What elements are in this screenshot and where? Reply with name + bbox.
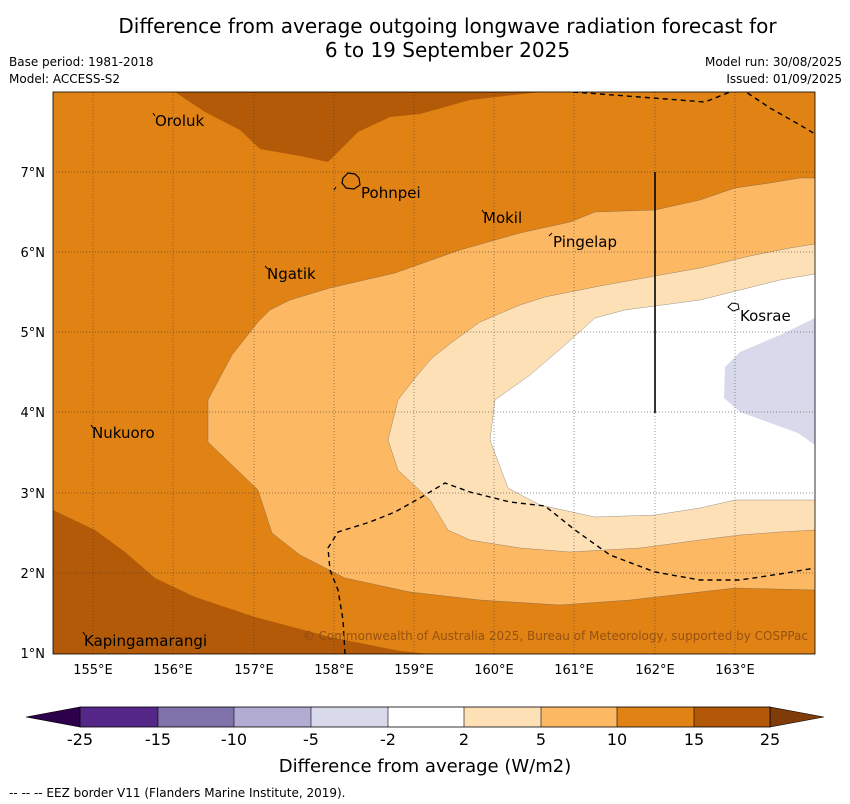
map-area: Oroluk Pohnpei Mokil Pingelap Ngatik Kos… bbox=[53, 92, 815, 654]
colorbar-swatch bbox=[158, 707, 234, 727]
colorbar-label: -15 bbox=[145, 730, 171, 749]
y-tick: 4°N bbox=[21, 406, 46, 421]
colorbar-swatch bbox=[694, 707, 770, 727]
footnote: -- -- -- EEZ border V11 (Flanders Marine… bbox=[9, 786, 346, 800]
colorbar: -25 -15 -10 -5 -2 2 5 10 15 25 Differenc… bbox=[25, 706, 825, 777]
issued-date: Issued: 01/09/2025 bbox=[726, 72, 842, 86]
copyright-text: © Commonwealth of Australia 2025, Bureau… bbox=[303, 629, 808, 643]
colorbar-label: 10 bbox=[607, 730, 627, 749]
x-tick: 160°E bbox=[474, 663, 514, 678]
y-axis: 7°N 6°N 5°N 4°N 3°N 2°N 1°N bbox=[21, 166, 46, 662]
map-frame bbox=[52, 91, 816, 655]
label-mokil: Mokil bbox=[483, 209, 522, 227]
colorbar-label: 15 bbox=[684, 730, 704, 749]
y-tick: 1°N bbox=[21, 647, 46, 662]
x-tick: 155°E bbox=[73, 663, 113, 678]
label-ngatik: Ngatik bbox=[267, 265, 316, 283]
colorbar-over-arrow bbox=[769, 706, 825, 728]
colorbar-label: -2 bbox=[380, 730, 396, 749]
label-kapingamarangi: Kapingamarangi bbox=[84, 632, 207, 650]
pohnpei-reef bbox=[333, 186, 337, 191]
label-oroluk: Oroluk bbox=[155, 112, 204, 130]
base-period: Base period: 1981-2018 bbox=[9, 55, 154, 69]
colorbar-swatch bbox=[311, 707, 388, 727]
colorbar-swatch bbox=[617, 707, 694, 727]
x-tick: 158°E bbox=[314, 663, 354, 678]
band-15-25-north bbox=[175, 92, 540, 162]
colorbar-swatch bbox=[464, 707, 541, 727]
y-tick: 6°N bbox=[21, 246, 46, 261]
title-line-1: Difference from average outgoing longwav… bbox=[118, 14, 777, 38]
x-tick: 161°E bbox=[554, 663, 594, 678]
colorbar-swatch bbox=[80, 707, 158, 727]
colorbar-under-arrow bbox=[25, 706, 81, 728]
x-tick: 156°E bbox=[153, 663, 193, 678]
colorbar-swatch bbox=[541, 707, 617, 727]
meta-right: Model run: 30/08/2025 Issued: 01/09/2025 bbox=[705, 54, 842, 88]
x-tick: 159°E bbox=[394, 663, 434, 678]
model-run: Model run: 30/08/2025 bbox=[704, 55, 842, 69]
label-nukuoro: Nukuoro bbox=[92, 424, 155, 442]
band-15-25-south bbox=[53, 510, 430, 654]
gridlines bbox=[53, 92, 815, 654]
y-tick: 2°N bbox=[21, 567, 46, 582]
label-kosrae: Kosrae bbox=[740, 307, 791, 325]
colorbar-label: 5 bbox=[536, 730, 546, 749]
title-line-2: 6 to 19 September 2025 bbox=[324, 38, 571, 62]
colorbar-label: 2 bbox=[459, 730, 469, 749]
colorbar-label: -25 bbox=[67, 730, 93, 749]
colorbar-swatch bbox=[388, 707, 464, 727]
model-name: Model: ACCESS-S2 bbox=[9, 72, 121, 86]
colorbar-swatch bbox=[234, 707, 311, 727]
pohnpei-island bbox=[341, 172, 361, 190]
y-tick: 3°N bbox=[21, 487, 46, 502]
colorbar-title: Difference from average (W/m2) bbox=[279, 756, 571, 777]
meta-left: Base period: 1981-2018 Model: ACCESS-S2 bbox=[9, 54, 154, 88]
colorbar-label: -5 bbox=[303, 730, 319, 749]
band-neutral bbox=[490, 274, 815, 517]
x-axis: 155°E 156°E 157°E 158°E 159°E 160°E 161°… bbox=[73, 663, 755, 678]
atoll-markers bbox=[82, 112, 553, 636]
colorbar-frame bbox=[79, 706, 771, 728]
x-tick: 162°E bbox=[635, 663, 675, 678]
x-tick: 163°E bbox=[715, 663, 755, 678]
band-negative bbox=[724, 318, 815, 445]
y-tick: 5°N bbox=[21, 326, 46, 341]
x-tick: 157°E bbox=[234, 663, 274, 678]
colorbar-label: 25 bbox=[760, 730, 780, 749]
y-tick: 7°N bbox=[21, 166, 46, 181]
colorbar-label: -10 bbox=[221, 730, 247, 749]
label-pohnpei: Pohnpei bbox=[361, 184, 421, 202]
chart-title: Difference from average outgoing longwav… bbox=[0, 14, 850, 62]
eez-borders bbox=[327, 92, 815, 654]
kosrae-island bbox=[727, 302, 740, 312]
label-pingelap: Pingelap bbox=[553, 233, 617, 251]
